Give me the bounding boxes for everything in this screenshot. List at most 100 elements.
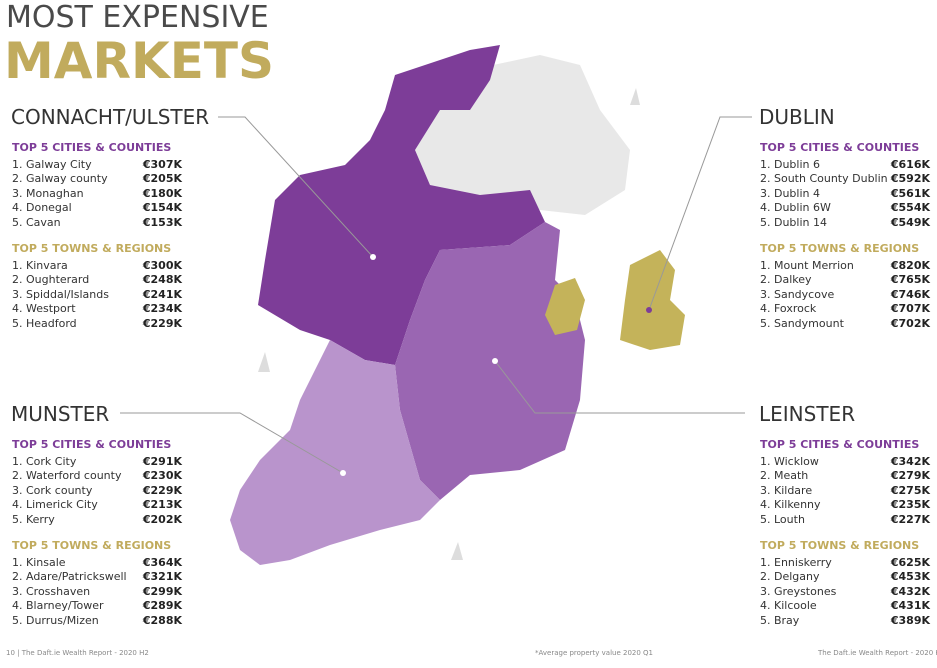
- item-name: 3. Greystones: [760, 584, 837, 598]
- item-name: 1. Dublin 6: [760, 158, 820, 171]
- boats: [258, 88, 640, 560]
- region-name: CONNACHT/ULSTER: [11, 105, 210, 129]
- title-line1: MOST EXPENSIVE: [6, 0, 269, 35]
- item-price: €241K: [142, 287, 182, 301]
- section-heading: TOP 5 TOWNS & REGIONS: [760, 242, 920, 255]
- item-name: 3. Sandycove: [760, 287, 835, 301]
- item-name: 5. Louth: [760, 512, 805, 526]
- item-name: 1. Kinsale: [12, 556, 66, 569]
- item-price: €229K: [142, 316, 182, 330]
- leader-lines: [120, 116, 752, 474]
- item-price: €275K: [890, 483, 930, 497]
- item-price: €307K: [142, 158, 182, 171]
- item-price: €765K: [890, 273, 930, 287]
- item-name: 4. Blarney/Tower: [12, 599, 104, 613]
- item-name: 4. Dublin 6W: [760, 201, 831, 215]
- item-name: 2. Dalkey: [760, 273, 812, 287]
- item-price: €592K: [890, 172, 930, 186]
- item-name: 2. Delgany: [760, 570, 820, 584]
- item-name: 5. Kerry: [12, 512, 55, 526]
- item-price: €288K: [142, 613, 182, 627]
- region-name: DUBLIN: [759, 105, 835, 129]
- item-name: 4. Kilkenny: [760, 498, 821, 512]
- item-price: €230K: [142, 469, 182, 483]
- region-dots: [340, 254, 498, 476]
- item-name: 3. Dublin 4: [760, 186, 820, 200]
- item-name: 5. Bray: [760, 613, 800, 627]
- item-name: 3. Monaghan: [12, 186, 84, 200]
- item-name: 4. Limerick City: [12, 498, 98, 512]
- item-name: 5. Headford: [12, 316, 77, 330]
- item-price: €554K: [890, 201, 930, 215]
- item-name: 2. Oughterard: [12, 273, 90, 287]
- item-price: €746K: [890, 287, 930, 301]
- title-line2: MARKETS: [4, 32, 274, 90]
- item-price: €291K: [142, 455, 182, 468]
- item-name: 1. Wicklow: [760, 455, 819, 468]
- item-price: €227K: [890, 512, 930, 526]
- item-name: 1. Enniskerry: [760, 556, 832, 569]
- item-name: 3. Kildare: [760, 483, 813, 497]
- item-price: €153K: [142, 215, 182, 229]
- item-price: €205K: [142, 172, 182, 186]
- section-heading: TOP 5 CITIES & COUNTIES: [760, 141, 920, 154]
- item-price: €364K: [142, 556, 182, 569]
- section-heading: TOP 5 CITIES & COUNTIES: [760, 438, 920, 451]
- item-name: 4. Kilcoole: [760, 599, 817, 613]
- item-name: 1. Kinvara: [12, 259, 68, 272]
- item-name: 4. Foxrock: [760, 302, 817, 316]
- item-name: 4. Donegal: [12, 201, 72, 215]
- item-name: 2. Adare/Patrickswell: [12, 570, 127, 584]
- region-name: MUNSTER: [11, 402, 110, 426]
- dublin-dot: [646, 307, 652, 313]
- leinster-area: [395, 222, 585, 500]
- section-heading: TOP 5 TOWNS & REGIONS: [760, 539, 920, 552]
- item-price: €549K: [890, 215, 930, 229]
- item-name: 1. Cork City: [12, 455, 77, 468]
- munster-area: [230, 340, 440, 565]
- item-price: €289K: [142, 599, 182, 613]
- dublin-area: [545, 278, 585, 335]
- item-price: €180K: [142, 186, 182, 200]
- item-price: €616K: [890, 158, 930, 171]
- item-price: €561K: [890, 186, 930, 200]
- item-price: €234K: [142, 302, 182, 316]
- item-price: €235K: [890, 498, 930, 512]
- item-name: 2. Meath: [760, 469, 809, 483]
- connacht-ulster-area: [258, 45, 545, 365]
- item-name: 3. Spiddal/Islands: [12, 287, 109, 301]
- item-name: 2. Waterford county: [12, 469, 122, 483]
- item-price: €229K: [142, 483, 182, 497]
- item-name: 1. Galway City: [12, 158, 92, 171]
- item-price: €342K: [890, 455, 930, 468]
- item-price: €820K: [890, 259, 930, 272]
- item-name: 3. Cork county: [12, 483, 93, 497]
- item-price: €702K: [890, 316, 930, 330]
- item-name: 3. Crosshaven: [12, 584, 91, 598]
- item-name: 5. Sandymount: [760, 316, 844, 330]
- footer-center: *Average property value 2020 Q1: [535, 649, 654, 657]
- item-price: €321K: [142, 570, 182, 584]
- section-heading: TOP 5 CITIES & COUNTIES: [12, 438, 172, 451]
- item-price: €154K: [142, 201, 182, 215]
- item-name: 1. Mount Merrion: [760, 259, 854, 272]
- item-price: €279K: [890, 469, 930, 483]
- item-price: €707K: [890, 302, 930, 316]
- item-name: 5. Cavan: [12, 215, 61, 229]
- region-name: LEINSTER: [759, 402, 856, 426]
- item-price: €213K: [142, 498, 182, 512]
- section-heading: TOP 5 CITIES & COUNTIES: [12, 141, 172, 154]
- item-name: 5. Durrus/Mizen: [12, 613, 99, 627]
- item-name: 5. Dublin 14: [760, 215, 827, 229]
- section-heading: TOP 5 TOWNS & REGIONS: [12, 539, 172, 552]
- item-name: 4. Westport: [12, 302, 76, 316]
- footer-right: The Daft.ie Wealth Report - 2020 H2 | 11: [818, 649, 937, 657]
- item-price: €389K: [890, 613, 930, 627]
- item-price: €299K: [142, 584, 182, 598]
- item-price: €248K: [142, 273, 182, 287]
- item-price: €432K: [890, 584, 930, 598]
- item-price: €453K: [890, 570, 930, 584]
- item-name: 2. Galway county: [12, 172, 108, 186]
